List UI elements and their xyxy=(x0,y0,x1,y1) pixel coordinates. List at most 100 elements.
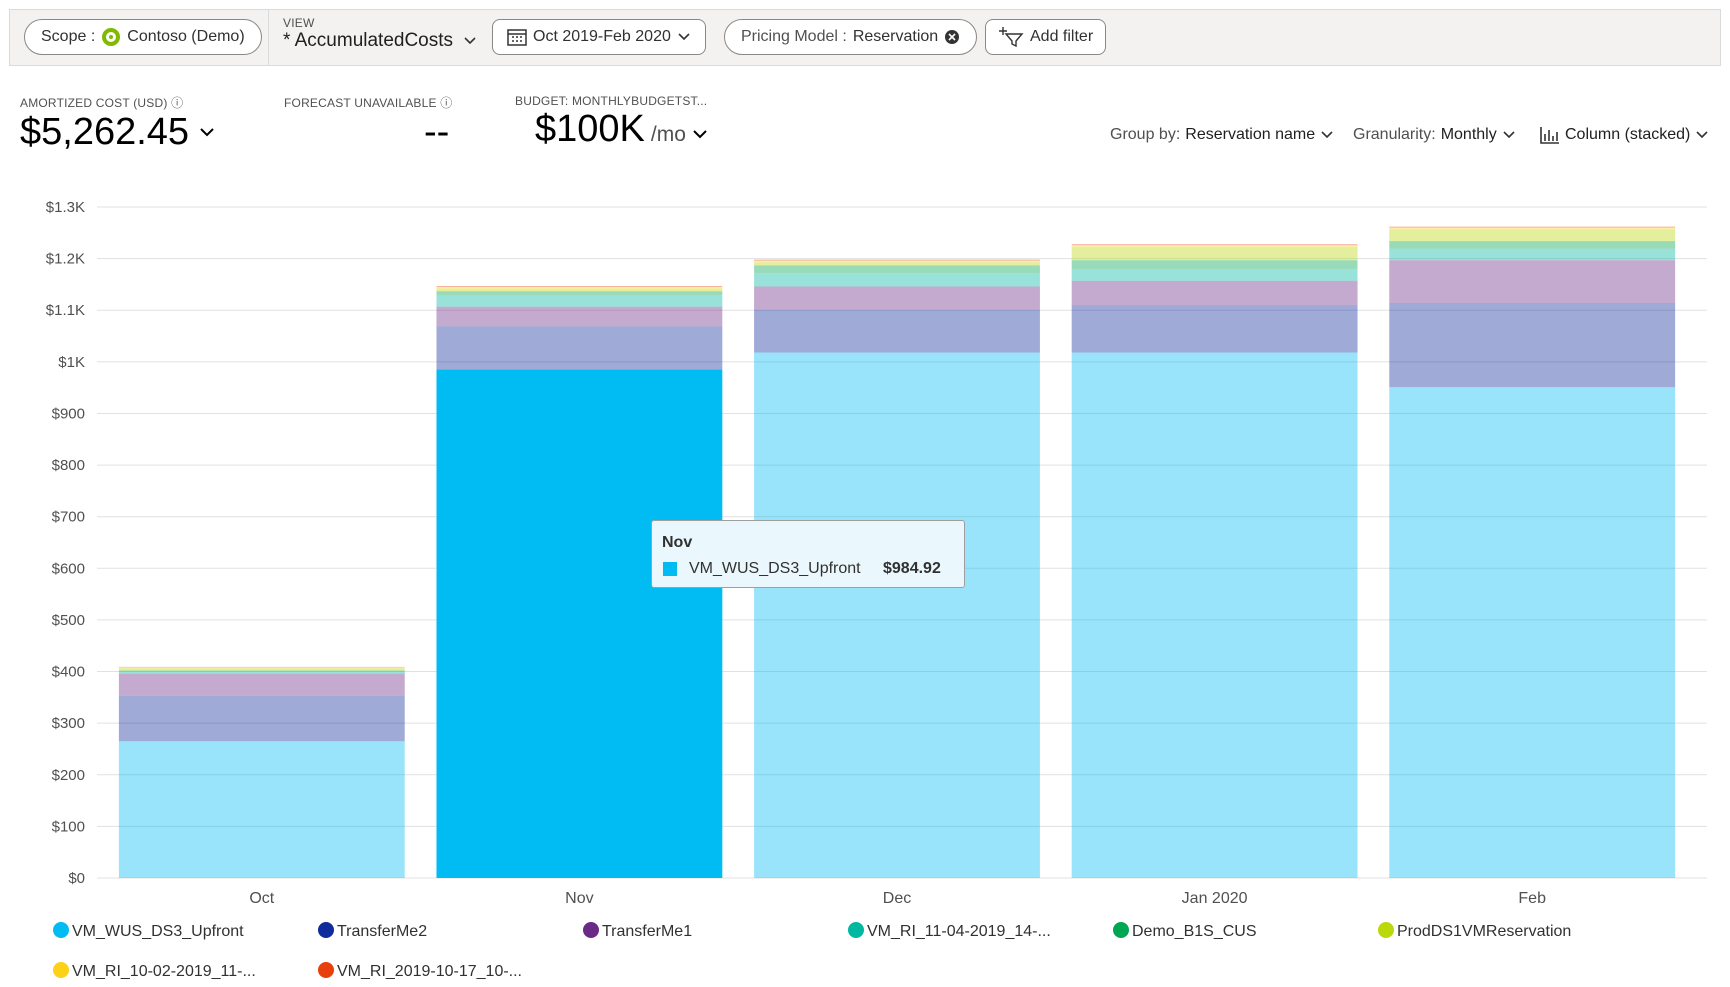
cost-row[interactable]: $5,262.45 xyxy=(20,111,215,154)
chevron xyxy=(200,127,214,136)
y-tick-label: $600 xyxy=(52,560,85,577)
bar-segment xyxy=(118,741,405,878)
bar-segment xyxy=(1389,303,1676,388)
remove-filter[interactable] xyxy=(944,29,960,45)
chart-type-control[interactable]: Column (stacked) xyxy=(1540,126,1709,144)
cost-summary: AMORTIZED COST (USD) ⓘ $5,262.45 xyxy=(20,94,215,154)
bar-segment xyxy=(118,673,405,696)
y-tick-label: $1.2K xyxy=(46,251,85,268)
group-by-value: Reservation name xyxy=(1185,126,1316,143)
date-range: Oct 2019-Feb 2020 xyxy=(533,28,671,45)
tooltip-series: VM_WUS_DS3_Upfront xyxy=(689,560,861,577)
add-filter-button[interactable]: Add filter xyxy=(985,19,1107,55)
chevron xyxy=(464,37,476,45)
bar-segment xyxy=(436,369,723,878)
tooltip-category: Nov xyxy=(662,534,693,551)
date-pill[interactable]: Oct 2019-Feb 2020 xyxy=(492,19,706,55)
x-tick-label: Feb xyxy=(1518,890,1546,907)
view-name: * AccumulatedCosts xyxy=(283,30,454,51)
forecast-value: -- xyxy=(424,111,450,153)
column-icon xyxy=(1540,127,1559,144)
filter-pill[interactable]: Pricing Model : Reservation xyxy=(724,19,978,55)
scope-value: Contoso (Demo) xyxy=(127,28,245,45)
bar-segment xyxy=(436,287,723,289)
budget-unit: /mo xyxy=(650,123,686,146)
bar-segment xyxy=(1389,226,1676,228)
legend-swatch xyxy=(318,962,334,978)
bar-segment xyxy=(1389,229,1676,242)
granularity-control[interactable]: Granularity: Monthly xyxy=(1353,126,1516,144)
bar-segment xyxy=(754,265,1040,274)
scope-label: Scope : xyxy=(41,28,96,45)
bar-segment xyxy=(118,666,405,668)
bar-segment xyxy=(1071,352,1358,878)
bar-segment xyxy=(436,286,723,288)
view-label: VIEW xyxy=(283,16,315,30)
legend-label: Demo_B1S_CUS xyxy=(1132,923,1257,940)
bar-segment xyxy=(754,273,1040,287)
chevron xyxy=(693,130,707,139)
legend-label: VM_RI_10-02-2019_11-... xyxy=(72,963,256,980)
budget-label: BUDGET: MONTHLYBUDGETST... xyxy=(515,94,708,108)
y-tick-label: $400 xyxy=(52,664,85,681)
legend-label: VM_RI_2019-10-17_10-... xyxy=(337,963,522,980)
forecast-summary: FORECAST UNAVAILABLE ⓘ -- xyxy=(284,94,452,154)
view-picker[interactable]: VIEW * AccumulatedCosts xyxy=(283,16,477,52)
bar-segment xyxy=(1071,246,1358,261)
filter-label: Pricing Model : xyxy=(741,28,847,45)
bar-segment xyxy=(1071,280,1358,306)
legend-swatch xyxy=(53,962,69,978)
bar-segment xyxy=(1389,241,1676,249)
y-tick-label: $1.1K xyxy=(46,302,85,319)
y-tick-label: $700 xyxy=(52,509,85,526)
bar-segment xyxy=(1389,260,1676,304)
scope-pill[interactable]: Scope : Contoso (Demo) xyxy=(24,19,262,55)
cost-label-text: AMORTIZED COST (USD) xyxy=(20,96,168,110)
legend-swatch xyxy=(318,922,334,938)
bar-segment xyxy=(1389,227,1676,230)
bar-segment xyxy=(754,352,1040,878)
bar-segment xyxy=(118,667,405,669)
bar-segment xyxy=(118,668,405,671)
group-by-control[interactable]: Group by: Reservation name xyxy=(1110,126,1334,144)
y-tick-label: $300 xyxy=(52,715,85,732)
cost-label: AMORTIZED COST (USD) ⓘ xyxy=(20,96,184,110)
bar-segment xyxy=(1071,245,1358,247)
y-tick-label: $100 xyxy=(52,818,85,835)
bar-segment xyxy=(754,262,1040,266)
bar-segment xyxy=(1071,305,1358,353)
x-tick-label: Oct xyxy=(249,890,274,907)
budget-summary: BUDGET: MONTHLYBUDGETST... $100K/mo xyxy=(515,94,708,151)
chevron xyxy=(678,33,690,41)
chart-type-value: Column (stacked) xyxy=(1565,126,1691,143)
budget-row[interactable]: $100K/mo xyxy=(535,108,708,151)
y-tick-label: $800 xyxy=(52,457,85,474)
bar-segment xyxy=(1071,260,1358,269)
tooltip-value: $984.92 xyxy=(883,560,941,577)
x-tick-label: Jan 2020 xyxy=(1182,890,1248,907)
forecast-label-text: FORECAST UNAVAILABLE xyxy=(284,96,437,110)
x-tick-label: Nov xyxy=(565,890,593,907)
add-filter: Add filter xyxy=(1030,28,1094,45)
divider xyxy=(268,10,269,65)
y-tick-label: $0 xyxy=(68,870,85,887)
tooltip: Nov VM_WUS_DS3_Upfront $984.92 xyxy=(651,520,965,588)
cost-value: $5,262.45 xyxy=(20,111,190,153)
filter-value: Reservation xyxy=(852,28,939,45)
legend-swatch xyxy=(583,922,599,938)
y-tick-label: $1.3K xyxy=(46,199,85,216)
legend-label: VM_WUS_DS3_Upfront xyxy=(72,923,244,940)
granularity-value: Monthly xyxy=(1440,126,1497,143)
chevron xyxy=(1321,131,1333,139)
bar-segment xyxy=(1389,387,1676,878)
calendar-icon xyxy=(507,29,527,46)
forecast-label: FORECAST UNAVAILABLE ⓘ xyxy=(284,96,453,110)
bar-segment xyxy=(436,295,723,307)
legend-label: ProdDS1VMReservation xyxy=(1397,923,1571,940)
legend-label: VM_RI_11-04-2019_14-... xyxy=(867,923,1051,940)
bar-segment xyxy=(1071,268,1358,281)
budget-value: $100K xyxy=(535,108,645,150)
